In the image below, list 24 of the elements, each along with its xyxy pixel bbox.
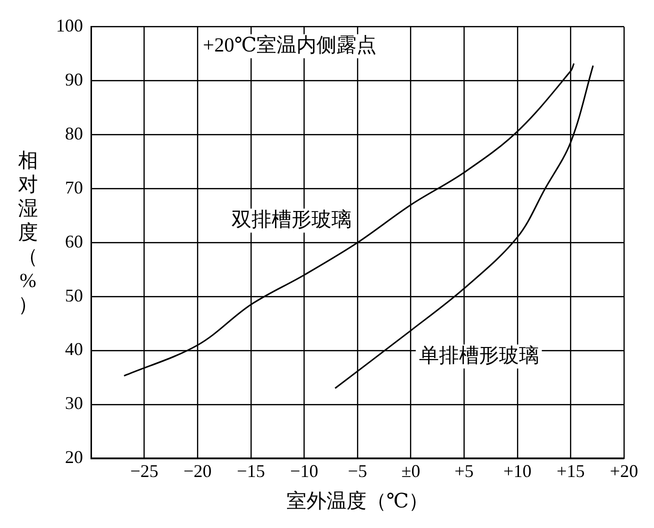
y-tick-label: 90: [65, 69, 83, 90]
series-label: 双排槽形玻璃: [232, 208, 352, 231]
annotation: +20℃室温内侧露点: [202, 33, 377, 56]
x-tick-label: −10: [290, 460, 318, 481]
x-tick-label: ±0: [401, 460, 420, 481]
series-label: 单排槽形玻璃: [418, 344, 539, 367]
y-tick-label: 100: [56, 16, 83, 36]
x-tick-label: −20: [184, 460, 212, 481]
x-tick-label: −15: [236, 460, 265, 481]
y-tick-label: 70: [65, 177, 83, 198]
x-axis-title: 室外温度（℃）: [286, 489, 429, 512]
y-tick-label: 60: [65, 231, 83, 252]
x-tick-label: +20: [610, 460, 638, 481]
y-tick-label: 20: [65, 447, 83, 468]
x-tick-label: +5: [454, 460, 474, 481]
x-tick-label: +10: [503, 460, 532, 481]
x-tick-label: −5: [348, 460, 368, 481]
y-tick-label: 30: [65, 393, 83, 414]
x-tick-label: −25: [130, 460, 158, 481]
y-tick-label: 50: [65, 285, 83, 306]
y-axis-title: 相对湿度（%）: [18, 149, 38, 317]
x-tick-label: +15: [556, 460, 585, 481]
y-tick-label: 40: [65, 339, 83, 360]
y-tick-label: 80: [65, 123, 83, 144]
